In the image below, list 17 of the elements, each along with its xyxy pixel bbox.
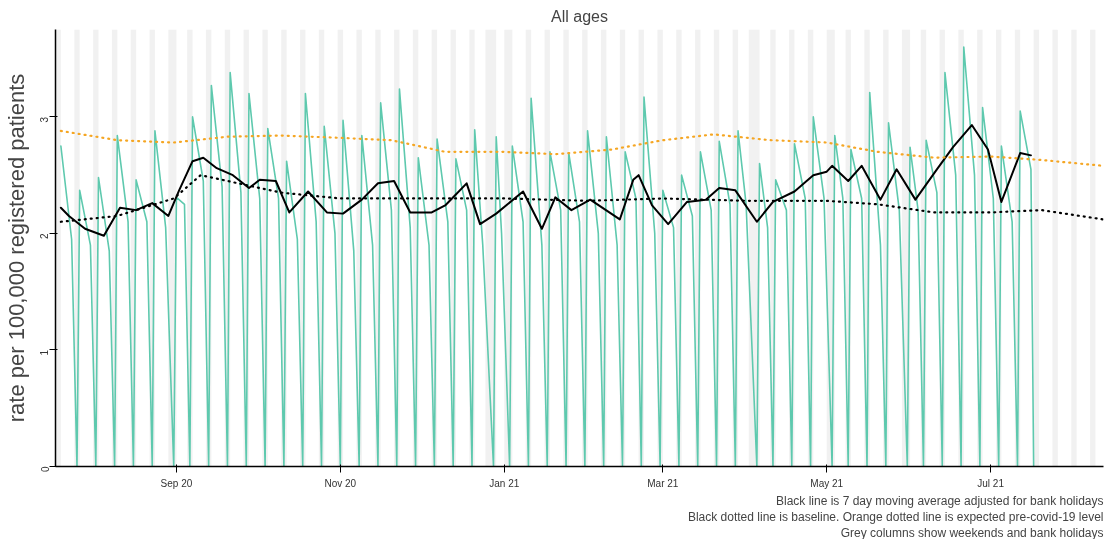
text: Black dotted line is baseline. Orange dotted line is expected pre-covid-19 level	[687, 509, 1104, 524]
x-tick-label: Nov 20	[324, 477, 357, 489]
y-tick-label: 2	[39, 232, 51, 239]
text: Grey columns show weekends and bank holidays	[840, 525, 1104, 539]
x-tick-label: Jan 21	[489, 477, 520, 489]
x-tick-label: May 21	[810, 477, 844, 489]
y-tick-label: 1	[39, 349, 51, 356]
chart-title: All ages	[551, 7, 608, 25]
x-tick-label: Mar 21	[647, 477, 679, 489]
x-tick-label: Jul 21	[977, 477, 1005, 489]
line-series	[60, 46, 1035, 467]
line-series	[59, 129, 1104, 167]
y-tick-label: 3	[39, 116, 51, 123]
y-axis-title: rate per 100,000 registered patients	[3, 73, 29, 423]
x-tick-label: Sep 20	[160, 477, 193, 489]
y-tick-label: 0	[39, 466, 51, 473]
text: Black line is 7 day moving average adjusted for bank holidays	[775, 493, 1104, 508]
